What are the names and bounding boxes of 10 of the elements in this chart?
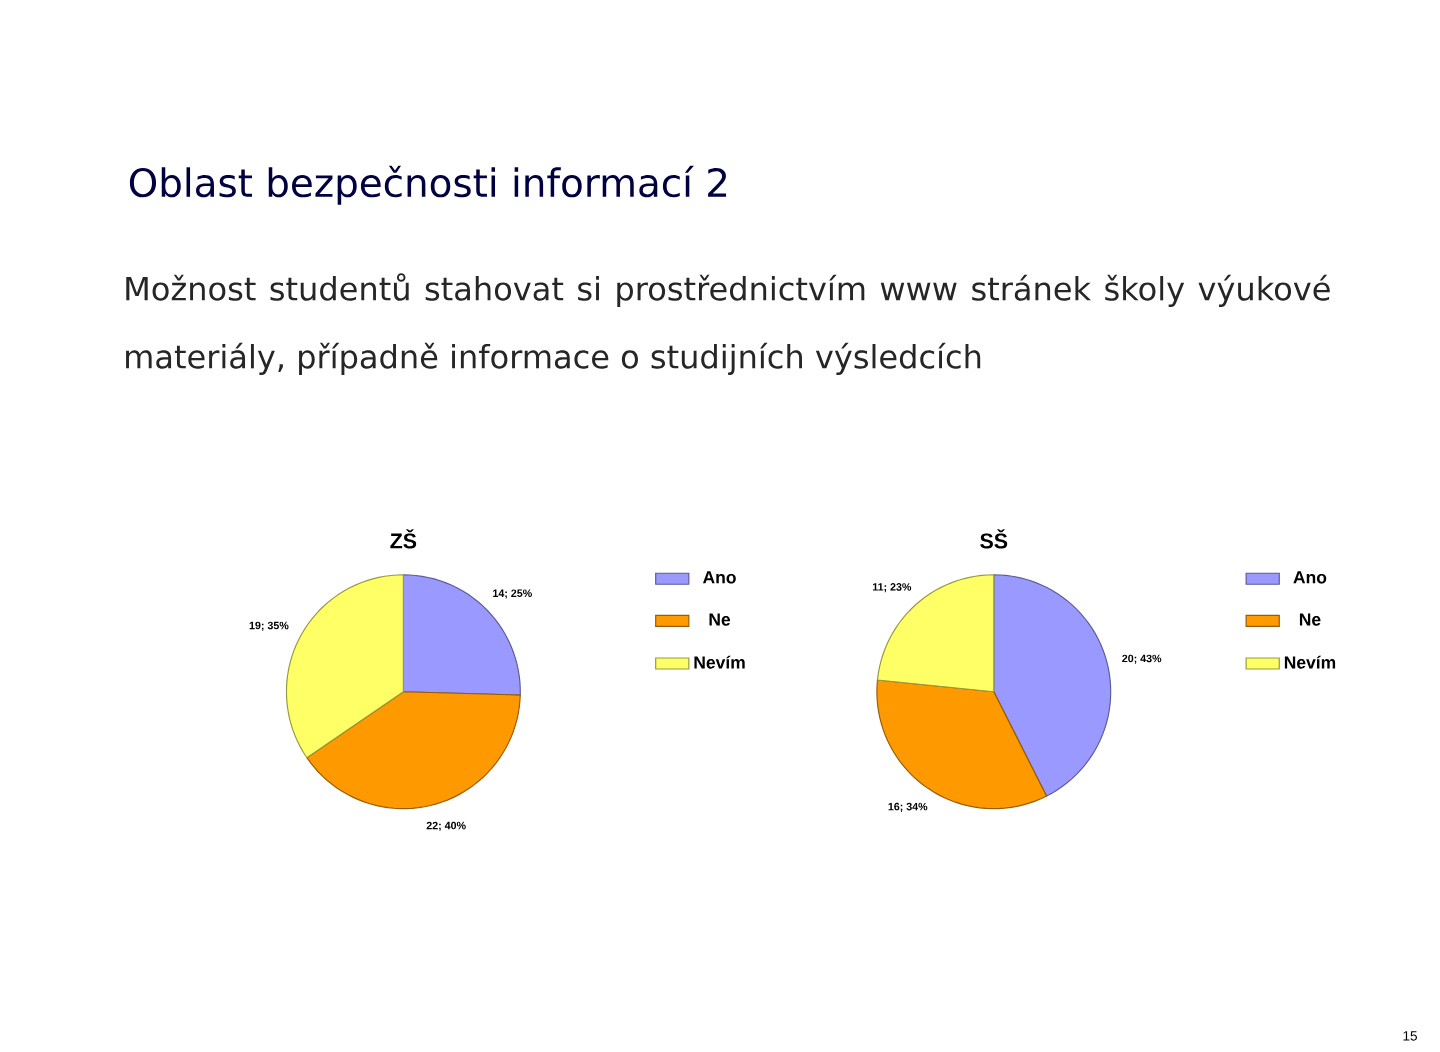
- text: Možnost studentů stahovat si prostřednictvím www stránek školy výukové materiály, případně informace o studijních výsledcích: [126, 273, 1330, 375]
- legend-label: Nevím: [1284, 655, 1336, 669]
- legend-label: Ano: [1293, 571, 1327, 584]
- text: Oblast bezpečnosti informací 2: [129, 165, 727, 205]
- chart-title: SŠ: [980, 529, 1008, 549]
- legend-label: Nevím: [694, 655, 745, 669]
- legend-label: Ne: [1299, 613, 1321, 626]
- legend-label: Ano: [702, 571, 736, 584]
- chart-title: ZŠ: [390, 529, 417, 549]
- legend-label: Ne: [709, 613, 731, 626]
